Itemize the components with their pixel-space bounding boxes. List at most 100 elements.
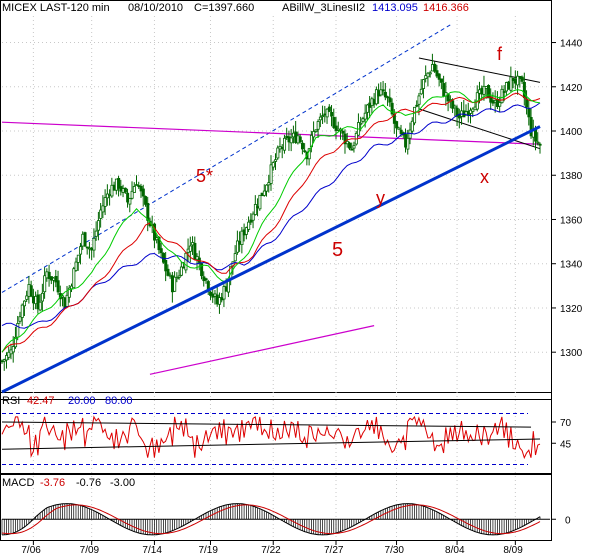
candle-body xyxy=(103,197,107,207)
magenta-lower-line xyxy=(149,325,375,375)
candle-body xyxy=(321,115,325,118)
candle-body xyxy=(390,102,394,115)
candle-body xyxy=(105,193,109,199)
x-tick-label: 8/04 xyxy=(445,545,465,556)
candle-body xyxy=(247,221,251,230)
candle-body xyxy=(240,230,244,246)
moving-averages xyxy=(1,89,541,353)
candle-body xyxy=(135,184,139,187)
candle-body xyxy=(314,129,318,132)
candle-body xyxy=(298,136,302,143)
candle-body xyxy=(99,209,103,219)
candle-body xyxy=(7,351,11,358)
candle-body xyxy=(348,142,352,149)
candle-body xyxy=(343,133,347,145)
candle-body xyxy=(500,88,504,104)
candle-body xyxy=(316,121,320,130)
y-tick-label: 1300 xyxy=(560,348,583,359)
candle-body xyxy=(262,190,266,196)
candle-body xyxy=(437,73,441,80)
candle-body xyxy=(5,355,9,361)
annotation-y: y xyxy=(376,188,385,208)
candle-body xyxy=(193,242,197,260)
candle-body xyxy=(14,336,18,348)
annotation-x: x xyxy=(480,167,489,187)
candle-body xyxy=(11,346,15,353)
macd-panel-frame xyxy=(0,474,552,541)
macd-tick-label: 0 xyxy=(565,515,571,526)
candle-body xyxy=(101,205,105,213)
macd-value-3: -3.00 xyxy=(110,477,135,489)
candle-body xyxy=(126,192,130,203)
candle-body xyxy=(439,78,443,83)
candle-body xyxy=(179,266,183,276)
candle-body xyxy=(79,246,83,255)
candle-body xyxy=(428,72,432,75)
candle-body xyxy=(128,198,132,205)
x-tick-label: 7/06 xyxy=(21,545,41,556)
candle-body xyxy=(433,63,437,72)
candle-body xyxy=(177,275,181,278)
candle-body xyxy=(408,129,412,139)
candle-body xyxy=(157,236,161,251)
dashed-channel-line xyxy=(1,24,451,293)
candle-body xyxy=(388,97,392,103)
annotation-5: 5 xyxy=(332,239,343,261)
candle-body xyxy=(233,253,237,262)
candle-body xyxy=(415,104,419,107)
candle-body xyxy=(141,188,145,197)
blue-support-line xyxy=(1,125,541,394)
macd-value-2: -0.76 xyxy=(76,477,101,489)
candle-body xyxy=(399,129,403,135)
candle-body xyxy=(235,240,239,253)
candle-body xyxy=(303,150,307,153)
candle-body xyxy=(40,292,44,302)
candle-body xyxy=(276,147,280,159)
triangle-bottom-line xyxy=(418,108,541,150)
candle-body xyxy=(379,89,383,96)
candle-body xyxy=(442,83,446,97)
candle-body xyxy=(274,159,278,162)
ma-mid-line xyxy=(1,92,541,353)
candle-body xyxy=(72,268,76,289)
header-date: 08/10/2010 xyxy=(128,2,183,14)
annotation-f: f xyxy=(497,44,503,64)
candle-body xyxy=(345,140,349,145)
candle-body xyxy=(516,75,520,86)
candle-body xyxy=(383,91,387,98)
candle-body xyxy=(244,227,248,235)
candle-body xyxy=(249,219,253,223)
ma-fast-line xyxy=(1,89,541,353)
candle-body xyxy=(334,125,338,131)
candle-body xyxy=(47,271,51,279)
candle-body xyxy=(498,102,502,107)
candle-body xyxy=(534,129,538,142)
candle-body xyxy=(350,148,354,151)
candle-body xyxy=(16,323,20,338)
header-close: C=1397.660 xyxy=(194,2,254,14)
candle-body xyxy=(529,117,533,137)
candle-body xyxy=(419,88,423,95)
candle-body xyxy=(92,237,96,251)
candle-body xyxy=(132,186,136,193)
candle-body xyxy=(38,301,42,311)
rsi-low-level: 20.00 xyxy=(68,395,96,407)
y-tick-label: 1340 xyxy=(560,260,583,271)
rsi-value: 42.47 xyxy=(27,395,55,407)
y-tick-label: 1440 xyxy=(560,39,583,50)
header-value-1: 1413.095 xyxy=(372,2,418,14)
candle-body xyxy=(482,85,486,95)
candle-body xyxy=(502,91,506,93)
candle-body xyxy=(381,89,385,92)
candle-body xyxy=(166,268,170,276)
rsi-panel: 45 70 xyxy=(1,413,572,465)
candle-body xyxy=(251,213,255,221)
annotation-5star: 5* xyxy=(196,166,213,186)
candle-body xyxy=(67,287,71,298)
candle-body xyxy=(374,89,378,105)
candle-body xyxy=(269,164,273,184)
candle-body xyxy=(61,295,65,298)
candle-body xyxy=(271,162,275,168)
candle-body xyxy=(144,196,148,205)
candle-body xyxy=(455,107,459,117)
